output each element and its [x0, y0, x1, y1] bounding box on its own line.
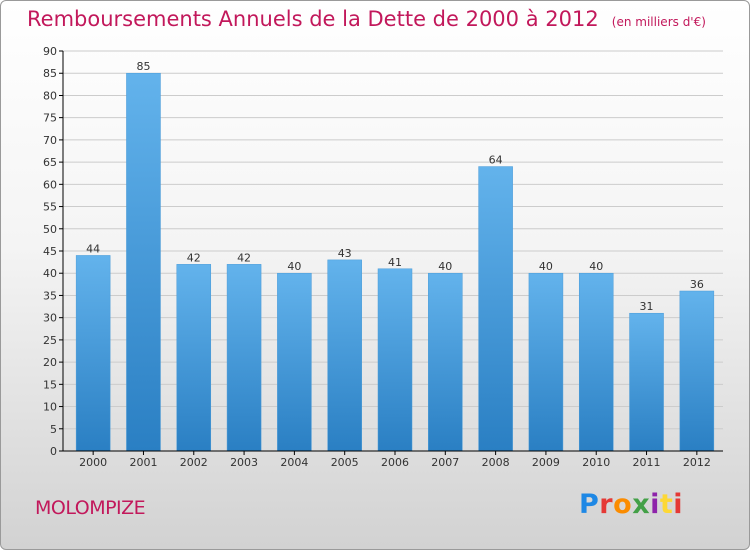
bar-2008: [478, 166, 513, 452]
bar-2009: [528, 272, 564, 452]
commune-name: MOLOMPIZE: [35, 497, 146, 519]
axes: [59, 50, 723, 455]
value-label-2009: 40: [539, 260, 553, 273]
y-tick-label: 90: [43, 45, 57, 58]
chart-subtitle: (en milliers d'€): [611, 15, 706, 29]
bar-2003: [226, 264, 262, 452]
y-tick-label: 55: [43, 201, 57, 214]
x-tick-label: 2012: [683, 456, 711, 469]
value-label-2010: 40: [589, 260, 603, 273]
x-tick-label: 2007: [431, 456, 459, 469]
bar-2002: [176, 264, 212, 452]
x-tick-label: 2003: [230, 456, 258, 469]
x-tick-label: 2006: [381, 456, 409, 469]
x-tick-label: 2011: [633, 456, 661, 469]
logo-letter: P: [579, 489, 600, 520]
y-tick-label: 60: [43, 178, 57, 191]
y-tick-label: 75: [43, 112, 57, 125]
bar-2010: [578, 272, 614, 452]
x-tick-label: 2000: [79, 456, 107, 469]
value-label-2003: 42: [237, 251, 251, 264]
value-label-2012: 36: [690, 278, 704, 291]
value-label-2000: 44: [86, 242, 100, 255]
bars: [75, 72, 715, 452]
value-label-2006: 41: [388, 256, 402, 269]
x-tick-label: 2002: [180, 456, 208, 469]
y-tick-label: 30: [43, 312, 57, 325]
value-label-2001: 85: [136, 60, 150, 73]
y-tick-label: 70: [43, 134, 57, 147]
y-tick-label: 5: [50, 423, 57, 436]
y-tick-label: 80: [43, 89, 57, 102]
proxiti-logo: Proxiti: [579, 489, 683, 520]
bar-2000: [75, 255, 111, 452]
value-label-2002: 42: [187, 251, 201, 264]
bar-2004: [277, 272, 312, 452]
x-tick-label: 2004: [280, 456, 308, 469]
bar-2011: [629, 312, 664, 452]
y-tick-label: 65: [43, 156, 57, 169]
y-tick-label: 85: [43, 67, 57, 80]
y-tick-label: 25: [43, 334, 57, 347]
y-tick-label: 10: [43, 401, 57, 414]
y-tick-label: 15: [43, 378, 57, 391]
value-label-2007: 40: [438, 260, 452, 273]
bar-2012: [679, 290, 715, 452]
x-tick-label: 2001: [129, 456, 157, 469]
bar-2001: [126, 72, 161, 452]
value-label-2008: 64: [489, 154, 503, 167]
chart-title: Remboursements Annuels de la Dette de 20…: [27, 7, 599, 31]
logo-letter: r: [599, 489, 614, 520]
value-label-2011: 31: [640, 300, 654, 313]
logo-letter: x: [632, 489, 651, 520]
y-tick-label: 40: [43, 267, 57, 280]
value-label-2004: 40: [287, 260, 301, 273]
labels: 0 5 10 15 20 25 30 35 40 45 50 55 60 65 70 75 80 85 90 44 20…: [43, 45, 711, 469]
value-label-2005: 43: [338, 247, 352, 260]
x-tick-label: 2010: [582, 456, 610, 469]
y-tick-label: 35: [43, 289, 57, 302]
bar-2007: [428, 272, 463, 452]
bar-2005: [327, 259, 362, 452]
y-tick-label: 45: [43, 245, 57, 258]
logo-letter: i: [673, 489, 684, 520]
y-tick-label: 0: [50, 445, 57, 458]
y-tick-label: 20: [43, 356, 57, 369]
logo-letter: t: [659, 489, 674, 520]
y-tick-label: 50: [43, 223, 57, 236]
title-block: Remboursements Annuels de la Dette de 20…: [27, 7, 706, 31]
x-tick-label: 2008: [482, 456, 510, 469]
x-tick-label: 2005: [331, 456, 359, 469]
x-tick-label: 2009: [532, 456, 560, 469]
logo-letter: o: [613, 489, 633, 520]
bar-2006: [377, 268, 413, 452]
logo-letter: i: [650, 489, 660, 520]
